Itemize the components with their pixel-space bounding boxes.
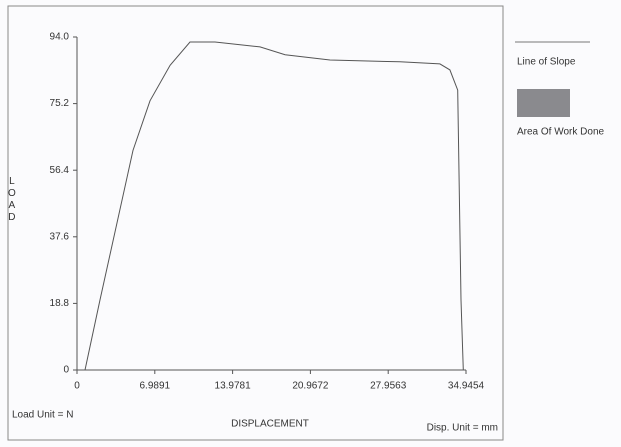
data-line	[84, 41, 464, 371]
y-tick-label: 37.6	[50, 231, 70, 242]
y-tick-label: 75.2	[50, 98, 70, 109]
y-tick-label: 56.4	[50, 165, 70, 176]
y-tick-label: 18.8	[50, 298, 70, 309]
legend-label: Line of Slope	[517, 57, 576, 68]
disp-unit: Disp. Unit = mm	[427, 423, 498, 434]
x-tick-label: 34.9454	[448, 381, 485, 392]
x-tick-label: 20.9672	[292, 381, 329, 392]
y-tick-label: 0	[63, 365, 69, 376]
x-tick-label: 27.9563	[370, 381, 407, 392]
x-tick-label: 13.9781	[215, 381, 252, 392]
legend-swatch	[517, 89, 570, 117]
x-tick-label: 6.9891	[140, 381, 171, 392]
x-tick-label: 0	[74, 381, 80, 392]
y-tick-label: 94.0	[50, 32, 70, 43]
y-axis-label: LOAD	[6, 176, 17, 224]
x-axis-label: DISPLACEMENT	[231, 419, 309, 430]
load-unit: Load Unit = N	[12, 410, 73, 421]
chart-frame	[7, 5, 504, 441]
legend-label: Area Of Work Done	[517, 127, 605, 138]
